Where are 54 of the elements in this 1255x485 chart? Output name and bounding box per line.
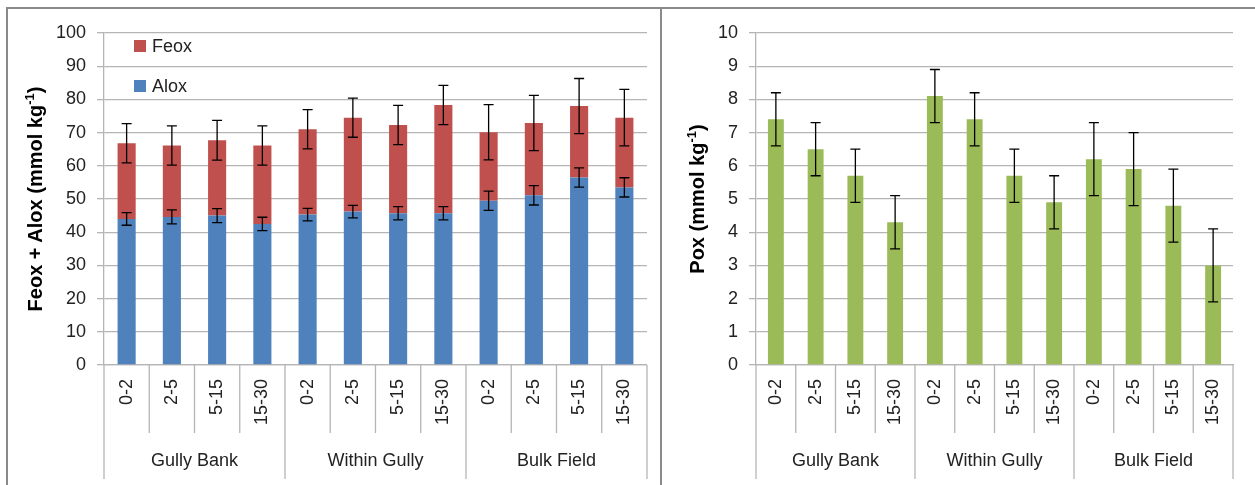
x-tick-label: 15-30 (1202, 379, 1223, 426)
x-tick-label: 5-15 (568, 379, 589, 416)
x-tick-label: 0-2 (115, 379, 136, 406)
x-tick-label: 5-15 (1003, 379, 1024, 416)
text: Bulk Field (1113, 449, 1194, 470)
x-tick-label: 2-5 (341, 379, 362, 406)
x-tick-label: 15-30 (613, 379, 634, 426)
y-tick-label: 0 (727, 353, 738, 374)
y-tick-label: 1 (727, 320, 738, 341)
y-tick-label: 7 (727, 121, 738, 142)
y-tick-label: 9 (727, 55, 738, 76)
x-tick-label: 5-15 (1162, 379, 1183, 416)
x-tick-label: 2-5 (160, 379, 181, 406)
y-tick-label: 50 (65, 187, 86, 208)
y-tick-label: 10 (65, 320, 86, 341)
y-tick-label: 40 (65, 221, 86, 242)
y-tick-label: 2 (727, 287, 738, 308)
text: Gully Bank (791, 449, 881, 470)
x-tick-label: 0-2 (296, 379, 317, 406)
x-tick-label: 2-5 (522, 379, 543, 406)
y-tick-label: 90 (65, 55, 86, 76)
y-tick-label: 5 (727, 187, 738, 208)
legend-label: Feox (152, 35, 193, 56)
x-tick-label: 0-2 (923, 379, 944, 406)
text: Bulk Field (516, 449, 596, 470)
text: Gully Bank (150, 449, 240, 470)
y-tick-label: 30 (65, 254, 86, 275)
x-tick-label: 0-2 (1082, 379, 1103, 406)
y-tick-label: 0 (75, 353, 86, 374)
x-tick-label: 2-5 (804, 379, 825, 406)
y-tick-label: 80 (65, 88, 86, 109)
y-tick-label: 60 (65, 154, 86, 175)
legend-label: Alox (152, 75, 188, 96)
y-tick-label: 20 (65, 287, 86, 308)
y-tick-label: 4 (727, 221, 738, 242)
y-tick-label: 100 (55, 21, 86, 42)
y-tick-label: 70 (65, 121, 86, 142)
y-tick-label: 8 (727, 88, 738, 109)
y-tick-label: 10 (717, 21, 738, 42)
x-tick-label: 0-2 (764, 379, 785, 406)
y-tick-label: 3 (727, 254, 738, 275)
x-tick-label: 5-15 (844, 379, 865, 416)
x-tick-label: 0-2 (477, 379, 498, 406)
x-tick-label: 2-5 (963, 379, 984, 406)
x-tick-label: 15-30 (251, 379, 272, 426)
x-tick-label: 15-30 (884, 379, 905, 426)
text: Within Gully (946, 449, 1043, 470)
text: Within Gully (327, 449, 424, 470)
x-tick-label: 2-5 (1122, 379, 1143, 406)
x-tick-label: 5-15 (206, 379, 227, 416)
y-tick-label: 6 (727, 154, 738, 175)
x-tick-label: 15-30 (432, 379, 453, 426)
x-tick-label: 5-15 (387, 379, 408, 416)
x-tick-label: 15-30 (1043, 379, 1064, 426)
